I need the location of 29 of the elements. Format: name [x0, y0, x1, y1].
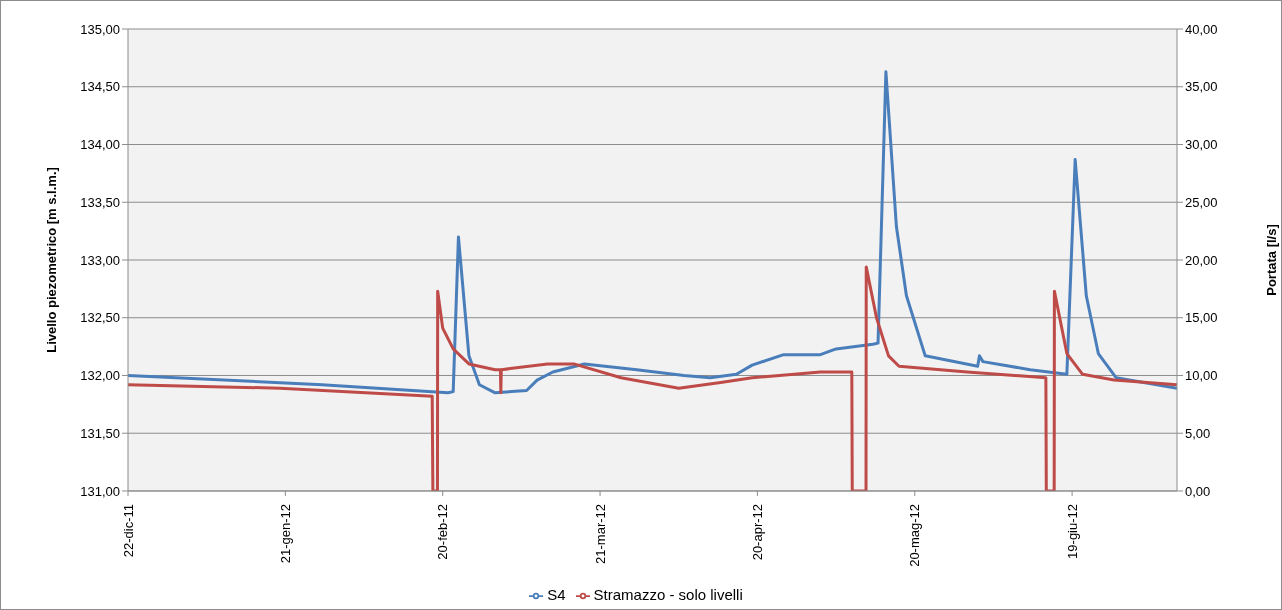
y2-axis-title: Portata [l/s] [1263, 224, 1279, 296]
y-tick-label: 134,00 [80, 137, 120, 153]
y-tick-label: 133,00 [80, 252, 120, 268]
y2-tick-label: 25,00 [1185, 194, 1218, 210]
x-tick-label: 21-mar-12 [592, 503, 608, 564]
x-tick-label: 21-gen-12 [277, 503, 293, 564]
y-tick-label: 131,50 [80, 425, 120, 441]
legend-label: S4 [547, 585, 566, 603]
y-tick-label: 135,00 [80, 21, 120, 37]
y2-tick-label: 10,00 [1185, 368, 1218, 384]
y2-tick-label: 40,00 [1185, 21, 1218, 37]
x-tick-label: 22-dic-11 [120, 503, 136, 558]
y2-tick-label: 30,00 [1185, 137, 1218, 153]
x-tick-label: 20-feb-12 [435, 503, 451, 560]
y2-tick-label: 35,00 [1185, 79, 1218, 95]
y-tick-label: 132,50 [80, 310, 120, 326]
y2-tick-label: 0,00 [1185, 483, 1211, 499]
y-axis-title: Livello piezometrico [m s.l.m.] [43, 167, 59, 353]
y2-tick-label: 5,00 [1185, 425, 1211, 441]
y-tick-label: 133,50 [80, 194, 120, 210]
x-tick-label: 20-mag-12 [907, 503, 923, 567]
legend-label: Stramazzo - solo livelli [593, 585, 743, 603]
y2-tick-label: 15,00 [1185, 310, 1218, 326]
x-tick-label: 20-apr-12 [749, 503, 765, 561]
y2-tick-label: 20,00 [1185, 252, 1218, 268]
x-tick-label: 19-giu-12 [1064, 503, 1080, 559]
y-tick-label: 131,00 [80, 483, 120, 499]
y-tick-label: 134,50 [80, 79, 120, 95]
y-tick-label: 132,00 [80, 368, 120, 384]
